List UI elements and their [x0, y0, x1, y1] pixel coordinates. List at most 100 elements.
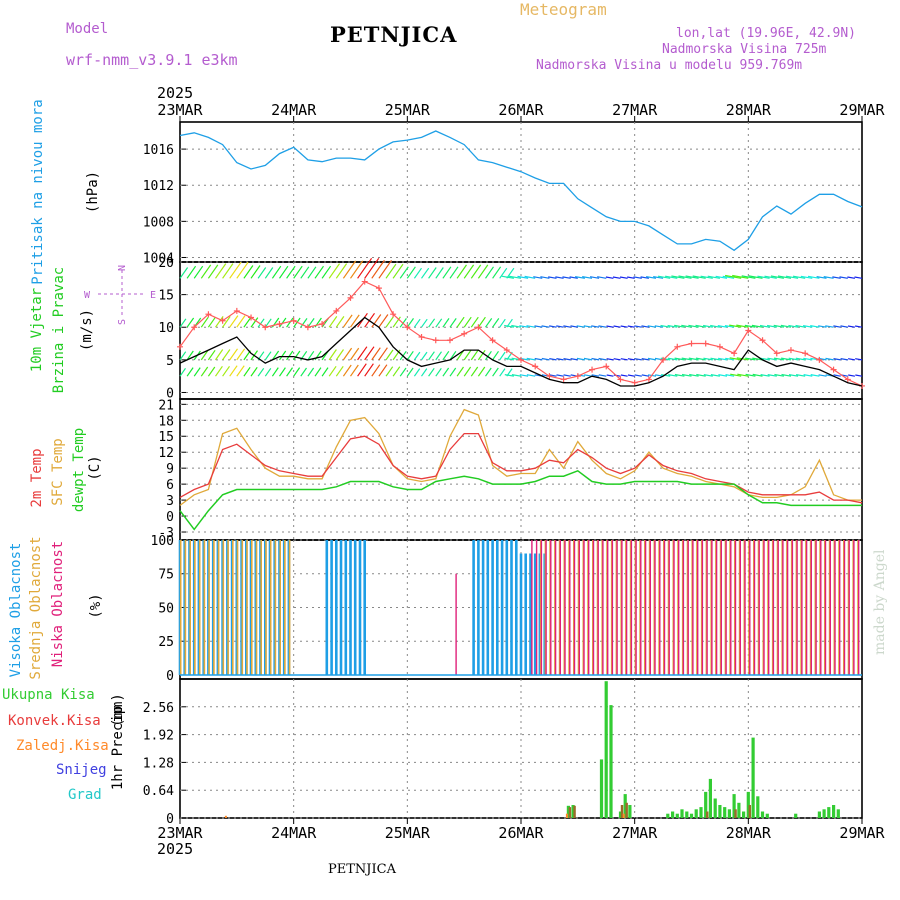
wind-barb [328, 316, 338, 328]
wind-barb [477, 349, 486, 361]
wind-barb [435, 318, 443, 328]
wind-barb [519, 325, 529, 328]
wind-barb [847, 325, 856, 328]
wind-barb [748, 275, 763, 279]
wind-barb [574, 276, 586, 279]
y-tick-label: -3 [158, 526, 174, 541]
wind-barb [506, 267, 515, 279]
wind-barb [413, 368, 421, 377]
wind-barb [664, 275, 678, 279]
wind-barb [645, 276, 657, 279]
gust-marker [347, 294, 354, 301]
wind-barb [764, 275, 777, 279]
panel-frame [179, 678, 863, 819]
gust-marker [773, 350, 780, 357]
wind-barb [222, 263, 234, 279]
wind-barb [413, 267, 422, 279]
wind-barb [855, 358, 863, 361]
precip-bar [618, 811, 623, 818]
precip-label: 1hr Precip [110, 706, 126, 790]
wind-barb [385, 263, 397, 279]
wind-barb [264, 367, 272, 377]
wind-barb [449, 318, 457, 328]
precip-unit: (mm) [110, 693, 126, 727]
wind-barb [342, 364, 352, 377]
precip-bar [727, 809, 731, 818]
precip-bar [599, 759, 604, 818]
wind-barb [641, 358, 650, 361]
wind-barb [364, 363, 374, 377]
precip-bar [765, 813, 769, 818]
wind-barb [492, 367, 499, 377]
wind-barb [485, 350, 492, 361]
wind-barb [788, 374, 799, 377]
wind-barb [364, 346, 375, 361]
y-tick-label: 1008 [143, 215, 174, 230]
gust-marker [660, 356, 667, 363]
y-tick-label: 1012 [143, 179, 174, 194]
convective-precip-bars [568, 802, 751, 818]
top-date-label: 29MAR [839, 101, 885, 119]
wind-barb [371, 347, 381, 361]
wind-barb [504, 357, 515, 361]
wind-barb [807, 275, 820, 279]
temp2m-label: 2m Temp [29, 448, 45, 507]
wind-barb [428, 367, 435, 377]
wind-barb [832, 276, 841, 279]
wind-barb [504, 324, 515, 328]
wind-barb [839, 276, 848, 279]
wind-barb [605, 276, 614, 279]
wind-barb [752, 373, 763, 377]
wind-barb [710, 357, 721, 361]
wind-barb [737, 373, 749, 377]
wind-barb [703, 357, 713, 361]
wind-barb [307, 367, 315, 377]
wind-barb [668, 374, 678, 377]
wind-barb [236, 261, 249, 279]
wind-barb [378, 314, 389, 328]
precip-bar [604, 681, 608, 818]
wind-barb [442, 266, 452, 279]
y-tick-label: 75 [158, 568, 174, 583]
wind-barb [854, 276, 863, 279]
dewpt-label: dewpt Temp [71, 428, 87, 512]
footer-station: PETNJICA [328, 862, 396, 877]
wind-barb [717, 325, 728, 328]
bottom-date-label: 23MAR [157, 824, 203, 842]
y-tick-label: 0 [166, 669, 174, 684]
wind-barb [741, 275, 756, 279]
precip-bar [734, 809, 737, 818]
wind-barb [570, 358, 578, 361]
wind-barb [563, 358, 571, 361]
gust-marker [645, 376, 652, 383]
wind-barb [788, 324, 799, 328]
wind-barb [833, 374, 841, 377]
precip-bar [680, 809, 684, 818]
wind-barb [236, 315, 246, 328]
wind-dir-label: Brzina i Pravac [51, 267, 67, 393]
wind-barb [428, 318, 436, 328]
precip-legend-item: Ukupna Kisa [2, 687, 95, 703]
wind-barb [517, 275, 529, 279]
wind-barb [186, 265, 197, 279]
top-date-label: 26MAR [498, 101, 544, 119]
wind-barb [780, 324, 792, 328]
wind-barb [598, 325, 607, 328]
wind-barb [314, 265, 324, 279]
wind-barb [634, 358, 642, 361]
wind-barb [470, 349, 479, 361]
y-tick-label: 10 [158, 321, 174, 336]
wind-barb [385, 349, 394, 361]
wind-barb [257, 367, 265, 377]
wind-barb [215, 349, 224, 361]
wind-barb [508, 275, 522, 279]
precip-legend-item: Konvek.Kisa [8, 713, 101, 729]
wind-barb [499, 351, 506, 361]
gust-marker [560, 376, 567, 383]
wind-barb [745, 357, 756, 361]
total-precip-bars [566, 681, 840, 818]
wind-barb [421, 267, 430, 279]
wind-barb [620, 325, 628, 328]
wind-barb [406, 367, 414, 377]
top-date-label: 27MAR [612, 101, 658, 119]
